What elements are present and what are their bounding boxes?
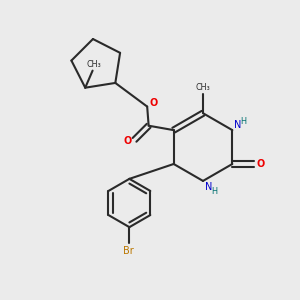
Text: N: N <box>234 120 241 130</box>
Text: O: O <box>257 159 265 169</box>
Text: N: N <box>205 182 212 192</box>
Text: H: H <box>211 187 217 196</box>
Text: H: H <box>241 117 247 126</box>
Text: Br: Br <box>122 246 133 256</box>
Text: O: O <box>124 136 132 146</box>
Text: O: O <box>149 98 158 108</box>
Text: CH₃: CH₃ <box>87 60 101 69</box>
Text: CH₃: CH₃ <box>196 83 210 92</box>
